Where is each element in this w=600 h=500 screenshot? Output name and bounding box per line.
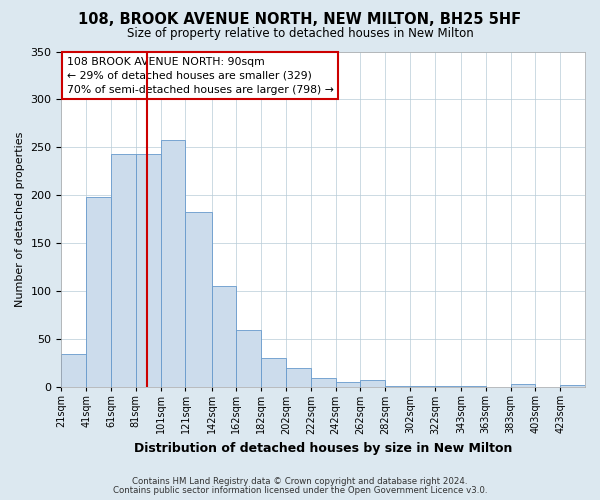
Bar: [111, 154, 136, 387]
Bar: [361, 380, 385, 387]
Text: Size of property relative to detached houses in New Milton: Size of property relative to detached ho…: [127, 28, 473, 40]
Bar: [136, 154, 161, 387]
Bar: [286, 368, 311, 387]
Bar: [511, 384, 535, 387]
Bar: [261, 358, 286, 387]
X-axis label: Distribution of detached houses by size in New Milton: Distribution of detached houses by size …: [134, 442, 512, 455]
Bar: [161, 140, 185, 387]
Bar: [410, 386, 435, 387]
Bar: [185, 212, 212, 387]
Bar: [212, 286, 236, 387]
Bar: [311, 378, 335, 387]
Y-axis label: Number of detached properties: Number of detached properties: [15, 132, 25, 307]
Text: 108, BROOK AVENUE NORTH, NEW MILTON, BH25 5HF: 108, BROOK AVENUE NORTH, NEW MILTON, BH2…: [79, 12, 521, 28]
Bar: [461, 386, 486, 387]
Bar: [61, 354, 86, 387]
Text: Contains public sector information licensed under the Open Government Licence v3: Contains public sector information licen…: [113, 486, 487, 495]
Bar: [236, 330, 261, 387]
Bar: [86, 198, 111, 387]
Bar: [385, 386, 410, 387]
Text: Contains HM Land Registry data © Crown copyright and database right 2024.: Contains HM Land Registry data © Crown c…: [132, 477, 468, 486]
Bar: [560, 386, 585, 387]
Bar: [335, 382, 361, 387]
Text: 108 BROOK AVENUE NORTH: 90sqm
← 29% of detached houses are smaller (329)
70% of : 108 BROOK AVENUE NORTH: 90sqm ← 29% of d…: [67, 56, 334, 94]
Bar: [435, 386, 461, 387]
